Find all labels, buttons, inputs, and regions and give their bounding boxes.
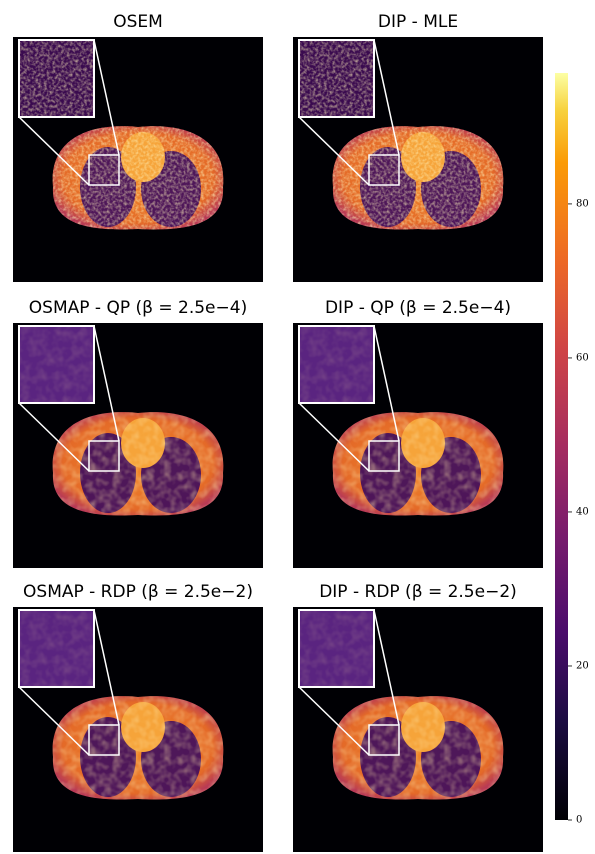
zoom-box bbox=[88, 724, 120, 756]
texture bbox=[332, 696, 504, 800]
zoom-box bbox=[368, 440, 400, 472]
zoom-line bbox=[93, 325, 120, 442]
zoom-box bbox=[88, 154, 120, 186]
colorbar bbox=[555, 73, 568, 820]
image-panel bbox=[293, 37, 543, 282]
inset-texture bbox=[300, 41, 373, 116]
zoom-box bbox=[368, 154, 400, 186]
zoom-line bbox=[93, 39, 120, 156]
panel-title: DIP - QP (β = 2.5e−4) bbox=[325, 298, 511, 318]
texture bbox=[52, 412, 224, 516]
zoom-line bbox=[18, 686, 90, 756]
zoom-box bbox=[368, 724, 400, 756]
inset-texture bbox=[300, 611, 373, 686]
zoom-line bbox=[18, 116, 90, 186]
zoom-line bbox=[373, 39, 400, 156]
image-panel bbox=[13, 607, 263, 852]
panel-title: OSEM bbox=[113, 12, 163, 32]
colorbar-tick-label: 80 bbox=[576, 198, 589, 209]
image-panel bbox=[13, 323, 263, 568]
image-panel bbox=[293, 323, 543, 568]
zoom-line bbox=[373, 609, 400, 726]
inset-texture bbox=[20, 41, 93, 116]
zoom-line bbox=[18, 402, 90, 472]
colorbar-tick-label: 0 bbox=[576, 815, 582, 826]
zoom-line bbox=[373, 325, 400, 442]
texture bbox=[332, 412, 504, 516]
panel-title: OSMAP - RDP (β = 2.5e−2) bbox=[23, 582, 253, 602]
panel-title: DIP - MLE bbox=[378, 12, 458, 32]
colorbar-tick-label: 60 bbox=[576, 352, 589, 363]
colorbar-tick-label: 20 bbox=[576, 660, 589, 671]
inset-texture bbox=[20, 327, 93, 402]
zoom-line bbox=[93, 609, 120, 726]
zoom-line bbox=[298, 116, 370, 186]
colorbar-tick-label: 40 bbox=[576, 506, 589, 517]
image-panel bbox=[13, 37, 263, 282]
image-panel bbox=[293, 607, 543, 852]
panel-title: OSMAP - QP (β = 2.5e−4) bbox=[29, 298, 247, 318]
texture bbox=[52, 126, 224, 230]
inset-texture bbox=[20, 611, 93, 686]
panel-title: DIP - RDP (β = 2.5e−2) bbox=[319, 582, 517, 602]
zoom-box bbox=[88, 440, 120, 472]
zoom-line bbox=[298, 402, 370, 472]
zoom-line bbox=[298, 686, 370, 756]
texture bbox=[332, 126, 504, 230]
inset-texture bbox=[300, 327, 373, 402]
texture bbox=[52, 696, 224, 800]
